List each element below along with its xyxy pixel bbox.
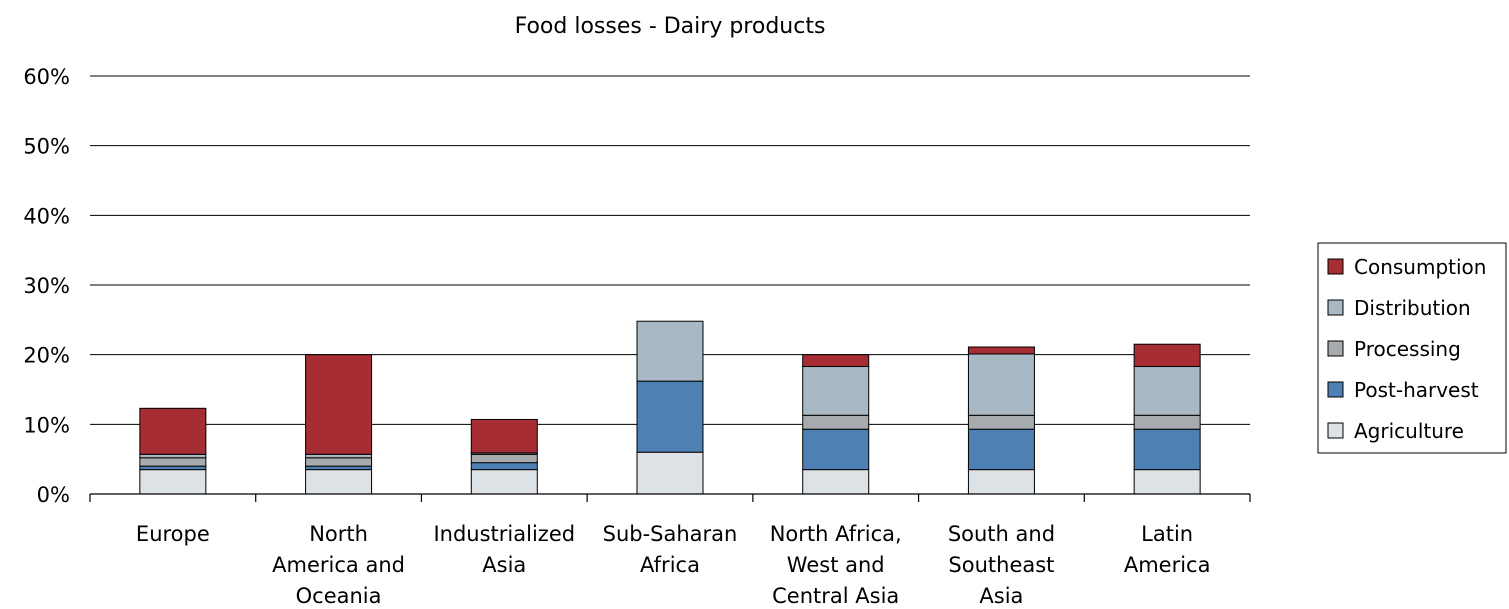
bar-segment-agriculture <box>470 469 538 495</box>
x-category-line: Latin <box>1141 522 1193 546</box>
x-category-label: South and Southeast Asia <box>948 522 1055 608</box>
bar-segment-distribution <box>1133 366 1201 416</box>
bar-segment-post-harvest <box>636 380 704 453</box>
bar-segment-agriculture <box>305 469 373 495</box>
legend-swatch <box>1327 340 1344 357</box>
bar-segment-consumption <box>967 346 1035 355</box>
bar-segment-post-harvest <box>139 465 207 471</box>
bar-segment-consumption <box>470 418 538 454</box>
bar-segment-consumption <box>1133 343 1201 368</box>
bar-segment-distribution <box>636 320 704 382</box>
bar-segment-agriculture <box>1133 469 1201 495</box>
bar-segment-processing <box>967 414 1035 430</box>
x-category-line: Africa <box>640 553 700 577</box>
bar-segment-consumption <box>305 354 373 455</box>
x-category-label: North America and Oceania <box>272 522 405 608</box>
x-category-line: America and <box>272 553 405 577</box>
bar-segment-processing <box>802 414 870 430</box>
x-category-line: America <box>1124 553 1211 577</box>
y-tick-label: 40% <box>23 204 70 228</box>
legend: Consumption Distribution Processing Post-ha… <box>1317 242 1507 454</box>
x-category-line: South and <box>948 522 1055 546</box>
legend-box <box>1317 242 1507 454</box>
bar-segment-agriculture <box>139 469 207 495</box>
y-tick-label: 50% <box>23 135 70 159</box>
x-category-label: Industrialized Asia <box>433 522 575 577</box>
bar-segment-processing <box>1133 414 1201 430</box>
bar-segment-post-harvest <box>1133 428 1201 471</box>
x-category-line: Industrialized <box>433 522 575 546</box>
x-category-label: North Africa, West and Central Asia <box>770 522 902 608</box>
x-category-label: Latin America <box>1124 522 1211 577</box>
y-axis: 0% 10% 20% 30% 40% 50% 60% <box>23 65 70 507</box>
bar-segment-processing <box>305 457 373 467</box>
y-tick-label: 60% <box>23 65 70 89</box>
bar-segment-post-harvest <box>967 428 1035 471</box>
legend-label: Post-harvest <box>1354 378 1479 402</box>
bar-segment-distribution <box>967 353 1035 416</box>
y-tick-label: 0% <box>37 483 70 507</box>
x-category-line: North Africa, <box>770 522 902 546</box>
legend-label: Distribution <box>1354 296 1471 320</box>
gridlines <box>90 75 1250 425</box>
bar-segment-agriculture <box>967 469 1035 495</box>
x-category-line: Europe <box>136 522 210 546</box>
legend-swatch <box>1327 299 1344 316</box>
x-category-line: Southeast <box>948 553 1054 577</box>
x-category-line: Oceania <box>296 584 382 608</box>
legend-swatch <box>1327 258 1344 275</box>
x-category-line: Sub-Saharan <box>603 522 738 546</box>
x-category-label: Sub-Saharan Africa <box>603 522 738 577</box>
legend-swatch <box>1327 422 1344 439</box>
bar-segment-distribution <box>802 366 870 416</box>
bar-segment-agriculture <box>636 451 704 495</box>
x-axis: Europe North America and Oceania Industriali… <box>89 493 1251 608</box>
bar-segment-post-harvest <box>470 462 538 471</box>
x-category-line: North <box>309 522 368 546</box>
legend-label: Processing <box>1354 337 1461 361</box>
bars <box>139 320 1201 495</box>
bar-segment-distribution <box>139 453 207 459</box>
y-tick-label: 30% <box>23 274 70 298</box>
x-category-line: Central Asia <box>772 584 899 608</box>
bar-segment-consumption <box>802 354 870 368</box>
y-tick-label: 20% <box>23 344 70 368</box>
chart-title: Food losses - Dairy products <box>515 14 826 39</box>
legend-swatch <box>1327 381 1344 398</box>
bar-segment-post-harvest <box>305 465 373 471</box>
bar-segment-consumption <box>139 407 207 455</box>
bar-segment-processing <box>139 457 207 467</box>
y-tick-label: 10% <box>23 413 70 437</box>
bar-segment-post-harvest <box>802 428 870 471</box>
legend-label: Consumption <box>1354 255 1486 279</box>
bar-segment-processing <box>470 453 538 464</box>
x-category-line: Asia <box>979 584 1023 608</box>
bar-segment-distribution <box>305 453 373 459</box>
legend-label: Agriculture <box>1354 419 1464 443</box>
bar-segment-agriculture <box>802 469 870 495</box>
x-category-label: Europe <box>136 522 210 546</box>
x-category-line: Asia <box>482 553 526 577</box>
x-category-line: West and <box>787 553 885 577</box>
